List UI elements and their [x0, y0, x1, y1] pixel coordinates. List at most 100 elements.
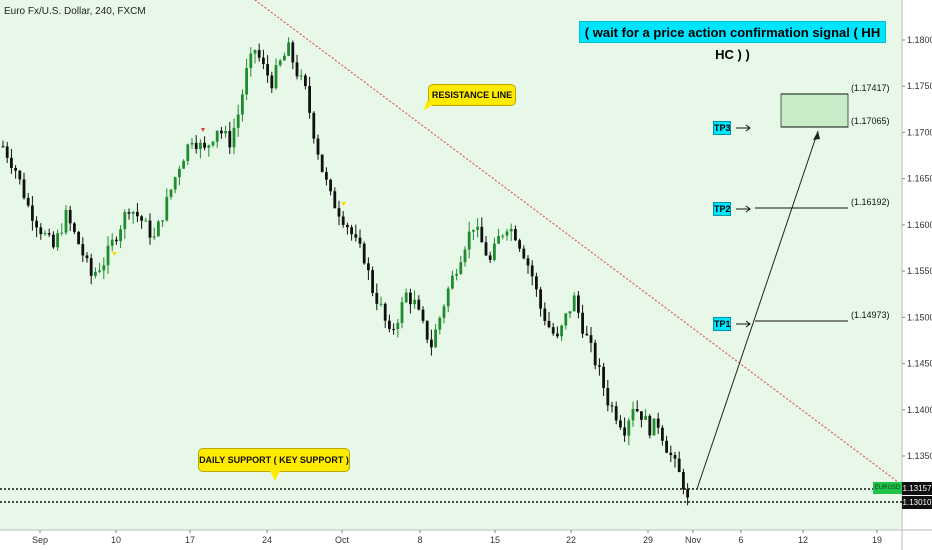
price-tick-label: 1.17500	[907, 81, 932, 91]
candle-body	[173, 177, 177, 190]
candle-body	[341, 216, 345, 225]
candle-body	[614, 406, 618, 421]
time-tick-label: 10	[111, 535, 121, 545]
candle-body	[299, 75, 303, 77]
candle-body	[266, 64, 269, 76]
candle-body	[26, 197, 30, 206]
candle-body	[640, 411, 643, 420]
candle-body	[10, 157, 13, 168]
candle-body	[278, 60, 282, 66]
candle-body	[661, 427, 664, 441]
candle-body	[232, 127, 236, 148]
candle-body	[203, 142, 206, 148]
candle-body	[287, 42, 290, 56]
candle-body	[421, 309, 425, 321]
candle-body	[459, 262, 463, 274]
time-tick-label: 22	[566, 535, 576, 545]
candle-body	[455, 273, 458, 276]
candle-body	[157, 221, 160, 237]
candle-body	[497, 236, 500, 244]
candle-body	[598, 365, 601, 367]
candle-body	[623, 427, 626, 436]
candle-body	[169, 189, 173, 197]
candle-body	[589, 335, 593, 343]
candle-body	[577, 295, 580, 313]
candle-body	[35, 220, 38, 228]
projection-line	[696, 130, 819, 490]
candle-body	[682, 472, 685, 490]
candle-body	[325, 171, 328, 180]
time-tick-label: 6	[738, 535, 743, 545]
candle-body	[337, 208, 341, 217]
time-tick-label: 19	[872, 535, 882, 545]
candle-body	[178, 168, 181, 178]
candle-body	[18, 170, 22, 180]
time-tick-label: 8	[417, 535, 422, 545]
candle-body	[619, 420, 622, 428]
candle-body	[283, 55, 286, 61]
candle-body	[211, 141, 215, 146]
time-tick-label: Oct	[335, 535, 350, 545]
price-tick-label: 1.17000	[907, 127, 932, 137]
candle-body	[409, 292, 412, 305]
candle-body	[383, 303, 387, 321]
candle-body	[400, 302, 404, 323]
candle-body	[152, 236, 156, 238]
candle-body	[480, 226, 484, 243]
candle-body	[518, 240, 521, 249]
candle-body	[14, 167, 17, 171]
candle-body	[656, 418, 660, 428]
candle-body	[686, 489, 689, 498]
resistance-line	[254, 0, 903, 486]
candle-body	[199, 142, 202, 149]
resistance-callout: RESISTANCE LINE	[428, 84, 516, 106]
candle-body	[362, 243, 366, 264]
candle-body	[379, 303, 383, 305]
candle-body	[547, 320, 551, 328]
candle-body	[463, 249, 467, 263]
candle-body	[148, 220, 152, 238]
candle-body	[228, 131, 232, 148]
candle-body	[320, 154, 324, 172]
candle-body	[224, 131, 227, 134]
price-tick-label: 1.14500	[907, 359, 932, 369]
candle-body	[434, 329, 437, 348]
candle-body	[564, 313, 568, 326]
candle-body	[556, 333, 559, 337]
symbol-title: Euro Fx/U.S. Dollar, 240, FXCM	[4, 6, 146, 17]
time-tick-label: Sep	[32, 535, 48, 545]
time-tick-label: 15	[490, 535, 500, 545]
candle-body	[68, 209, 72, 224]
tp1-arrow	[736, 320, 751, 328]
candle-body	[85, 255, 89, 259]
candle-body	[367, 263, 370, 271]
candle-body	[329, 179, 332, 192]
support-callout-pointer	[270, 471, 280, 481]
candle-body	[262, 57, 265, 65]
candle-body	[5, 146, 9, 158]
candle-body	[585, 333, 589, 336]
price-tick-label: 1.14000	[907, 405, 932, 415]
tp2-arrow	[736, 205, 751, 213]
symbol-mini-tag: EURUSD	[873, 482, 902, 494]
candle-body	[131, 211, 135, 214]
candle-body	[425, 320, 429, 340]
time-tick-label: 12	[798, 535, 808, 545]
candle-body	[123, 212, 127, 230]
candle-body	[291, 42, 295, 63]
candle-body	[253, 50, 257, 54]
candle-body	[56, 233, 59, 248]
candle-body	[1, 146, 5, 148]
candle-body	[505, 231, 509, 236]
candle-body	[312, 112, 316, 139]
candle-body	[295, 62, 299, 77]
price-tick-label: 1.16000	[907, 220, 932, 230]
candle-body	[606, 387, 610, 406]
candle-body	[207, 145, 211, 148]
candle-body	[572, 295, 576, 312]
candle-body	[493, 243, 496, 260]
candle-body	[333, 191, 337, 209]
candle-body	[106, 245, 110, 266]
